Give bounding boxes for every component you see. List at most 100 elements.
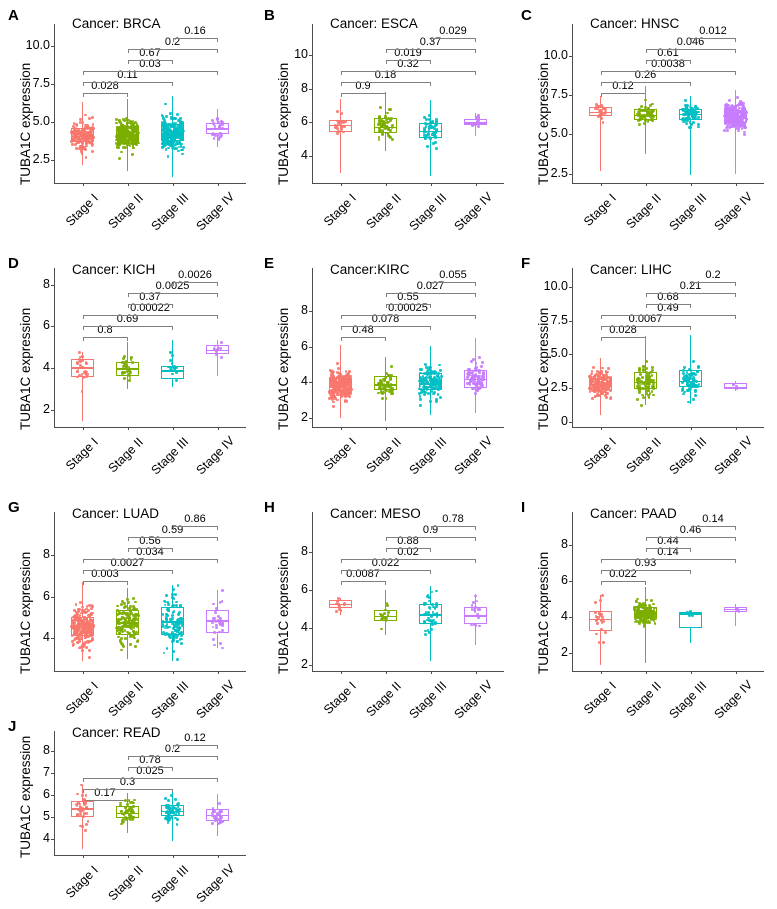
data-point [84,624,87,628]
data-point [433,621,437,624]
data-point [347,392,351,396]
data-point [731,383,735,386]
whisker-upper [734,89,737,111]
data-point [333,387,336,391]
data-point [337,366,340,370]
p-value-label: 0.16 [183,25,207,37]
p-value-label: 0.48 [351,324,375,336]
data-point [477,374,481,378]
data-point [651,385,654,389]
data-point [180,136,184,140]
data-point [80,147,83,151]
data-point [213,344,217,348]
data-point [475,115,479,119]
p-value-label: 0.12 [183,732,207,744]
x-tick-label-stage-iv: Stage IV [192,861,237,906]
data-point [173,132,177,136]
data-point [160,133,164,137]
data-point [426,612,430,616]
data-point [344,390,347,394]
data-point [605,376,609,380]
data-point [431,380,435,384]
data-point [467,381,471,385]
whisker-upper [216,108,219,123]
data-point [89,632,93,635]
data-point [176,657,180,661]
data-point [651,366,655,369]
data-point [70,625,74,629]
data-point [730,114,734,118]
data-point [124,127,128,131]
p-value-label: 0.027 [415,280,446,292]
data-point [81,144,84,148]
data-point [78,634,82,638]
data-point [737,609,741,613]
data-point [125,117,128,121]
data-point [85,126,89,129]
data-point [596,382,600,385]
data-point [433,135,437,139]
data-point [165,137,168,140]
data-point [379,382,383,386]
data-point [432,382,436,386]
data-point [211,621,214,625]
data-point [639,602,643,606]
data-point [686,379,690,383]
data-point [126,141,130,145]
data-point [590,372,594,376]
x-axis-line-b [312,183,504,185]
data-point [328,397,332,400]
data-point [77,619,80,622]
data-point [680,389,684,393]
data-point [76,636,79,640]
data-point [635,615,639,619]
data-point [344,380,348,383]
data-point [439,369,443,372]
data-point [640,380,644,384]
data-point [162,144,166,148]
data-point [176,130,180,134]
data-point [347,387,350,391]
data-point [684,374,688,378]
data-point [467,368,471,371]
data-point [166,131,170,135]
data-point [694,105,698,108]
data-point [735,606,739,610]
data-point [694,385,698,389]
data-point [723,107,727,111]
data-point [695,370,699,374]
data-point [380,119,384,123]
data-point [731,383,735,386]
data-point [435,129,439,133]
data-point [731,112,735,116]
data-point [386,374,390,378]
p-value-label: 0.022 [370,557,401,569]
data-point [694,393,698,397]
data-point [71,130,75,134]
data-point [177,132,181,136]
x-tick-mark [172,427,174,430]
data-point [120,128,124,132]
data-point [220,810,223,813]
data-point [378,121,381,125]
data-point [90,613,93,616]
data-point [88,133,92,137]
data-point [697,110,701,114]
data-point [336,131,339,135]
data-point [420,387,423,391]
data-point [131,629,135,633]
data-point [124,624,128,628]
data-point [383,123,387,127]
data-point [432,131,436,134]
data-point [83,134,86,138]
data-point [164,142,168,146]
data-point [477,386,480,390]
data-point [726,108,730,111]
data-point [213,134,217,137]
data-point [596,114,600,118]
data-point [641,393,645,397]
y-tick-label: 2 [301,410,308,425]
data-point [136,614,140,617]
data-point [124,817,127,821]
data-point [78,130,82,134]
